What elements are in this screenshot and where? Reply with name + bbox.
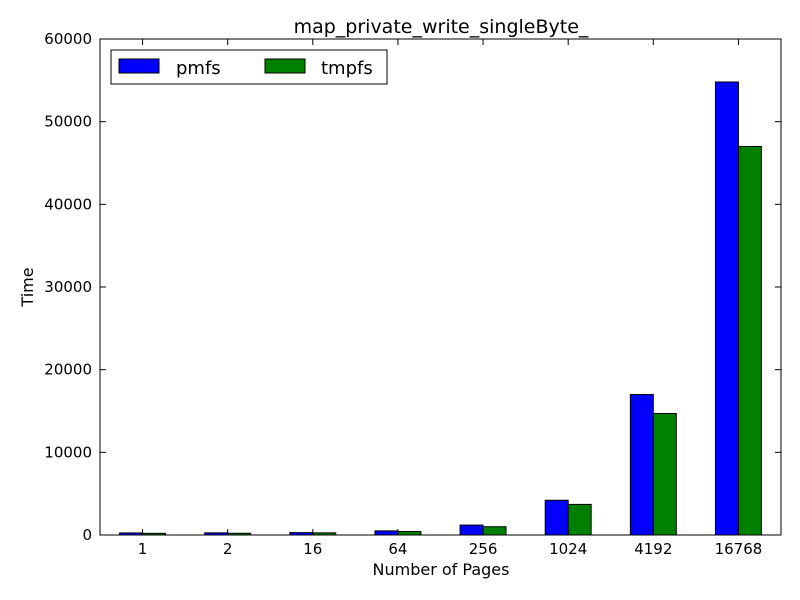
y-tick-label-20000: 20000 <box>44 361 92 379</box>
ticks-group: 0 10000 20000 30000 40000 50000 60000 1 2 16 64 256… <box>44 30 781 558</box>
bar-tmpfs-4192 <box>652 412 677 536</box>
y-tick-label-30000: 30000 <box>44 278 92 296</box>
x-tick-label-16: 16 <box>303 540 322 558</box>
legend-swatch-pmfs <box>118 58 160 74</box>
x-tick-label-4192: 4192 <box>634 540 672 558</box>
bar-pmfs-4192 <box>629 393 654 536</box>
bar-tmpfs-1024 <box>567 503 592 536</box>
y-tick-label-60000: 60000 <box>44 30 92 48</box>
bar-pmfs-64 <box>374 530 399 536</box>
plot-frame <box>99 38 782 536</box>
x-tick-label-64: 64 <box>388 540 407 558</box>
bar-pmfs-16768 <box>714 81 739 536</box>
y-tick-label-10000: 10000 <box>44 443 92 461</box>
x-axis-label: Number of Pages <box>373 560 510 579</box>
bar-tmpfs-64 <box>397 531 422 536</box>
y-axis-label: Time <box>18 267 37 307</box>
bars-group <box>119 81 762 536</box>
y-tick-label-40000: 40000 <box>44 195 92 213</box>
legend: pmfs tmpfs <box>110 49 388 85</box>
x-tick-label-2: 2 <box>223 540 233 558</box>
bar-tmpfs-16768 <box>737 145 762 536</box>
y-tick-label-0: 0 <box>82 526 92 544</box>
bar-tmpfs-256 <box>482 526 507 536</box>
legend-label-pmfs: pmfs <box>176 58 221 79</box>
y-tick-label-50000: 50000 <box>44 113 92 131</box>
bar-pmfs-256 <box>459 524 484 536</box>
x-tick-label-1: 1 <box>138 540 148 558</box>
chart-title: map_private_write_singleByte_ <box>294 16 589 38</box>
legend-swatch-tmpfs <box>264 58 306 74</box>
x-tick-label-1024: 1024 <box>549 540 587 558</box>
bar-pmfs-1024 <box>544 499 569 536</box>
legend-label-tmpfs: tmpfs <box>321 58 373 79</box>
x-tick-label-256: 256 <box>469 540 498 558</box>
x-tick-label-16768: 16768 <box>715 540 763 558</box>
